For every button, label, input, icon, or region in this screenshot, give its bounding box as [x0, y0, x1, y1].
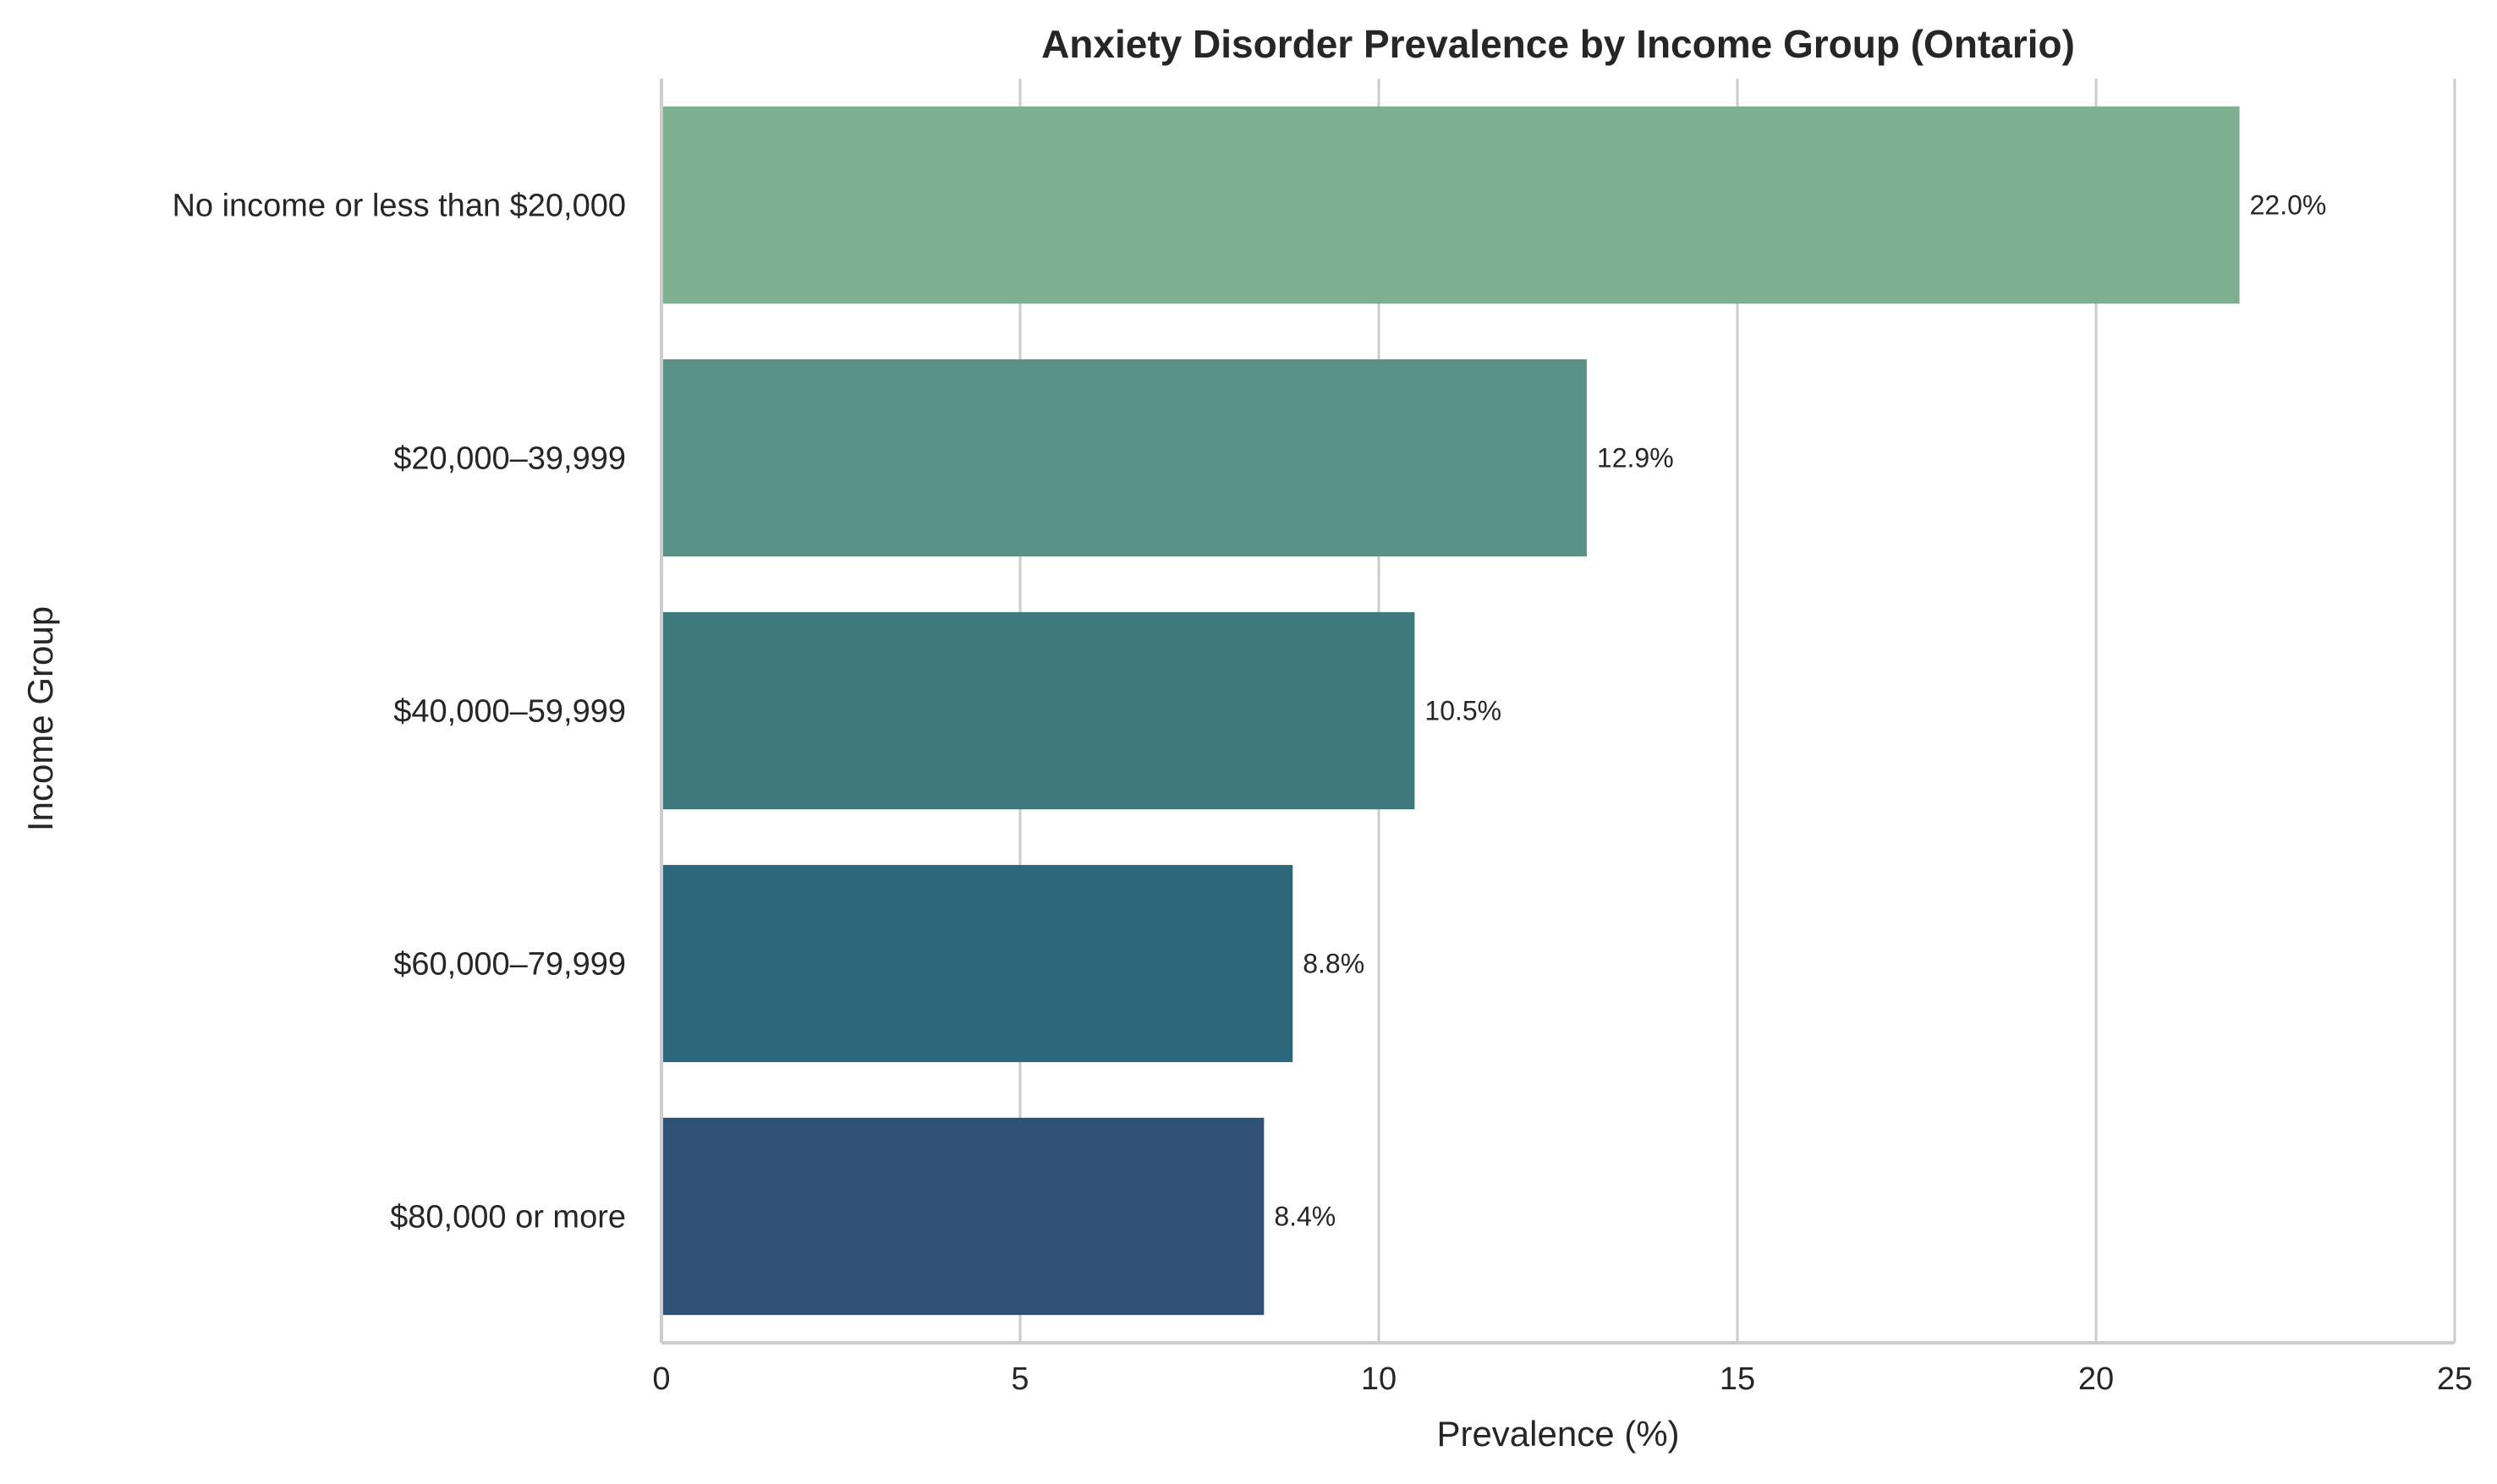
bar-value-label: 8.8% [1303, 949, 1364, 979]
bar [661, 106, 2240, 304]
x-tick-label: 15 [1720, 1361, 1755, 1397]
y-tick-label: $80,000 or more [390, 1200, 626, 1235]
x-tick-label: 5 [1011, 1361, 1029, 1397]
y-tick-label: $40,000–59,999 [393, 694, 626, 730]
bars [661, 106, 2240, 1316]
bar-value-label: 22.0% [2250, 190, 2327, 221]
x-tick-label: 0 [652, 1361, 670, 1397]
x-tick-label: 20 [2078, 1361, 2114, 1397]
x-tick-label: 25 [2437, 1361, 2472, 1397]
bar-value-label: 8.4% [1274, 1202, 1336, 1232]
bar [661, 1117, 1265, 1316]
chart-title: Anxiety Disorder Prevalence by Income Gr… [1041, 22, 2075, 66]
bar [661, 359, 1587, 557]
y-tick-label: $20,000–39,999 [393, 441, 626, 477]
y-tick-label: No income or less than $20,000 [172, 189, 626, 224]
y-tick-label: $60,000–79,999 [393, 947, 626, 983]
tick-and-data-labels: 0 5 10 15 20 25 No income or less than $20,000… [172, 189, 2472, 1398]
x-axis-label: Prevalence (%) [1436, 1414, 1679, 1454]
y-axis-label: Income Group [20, 606, 60, 831]
bar-value-label: 10.5% [1424, 696, 1501, 726]
bar [661, 864, 1293, 1063]
x-tick-label: 10 [1361, 1361, 1397, 1397]
bar [661, 611, 1415, 810]
bar-value-label: 12.9% [1597, 443, 1674, 474]
axes [660, 79, 2455, 1344]
